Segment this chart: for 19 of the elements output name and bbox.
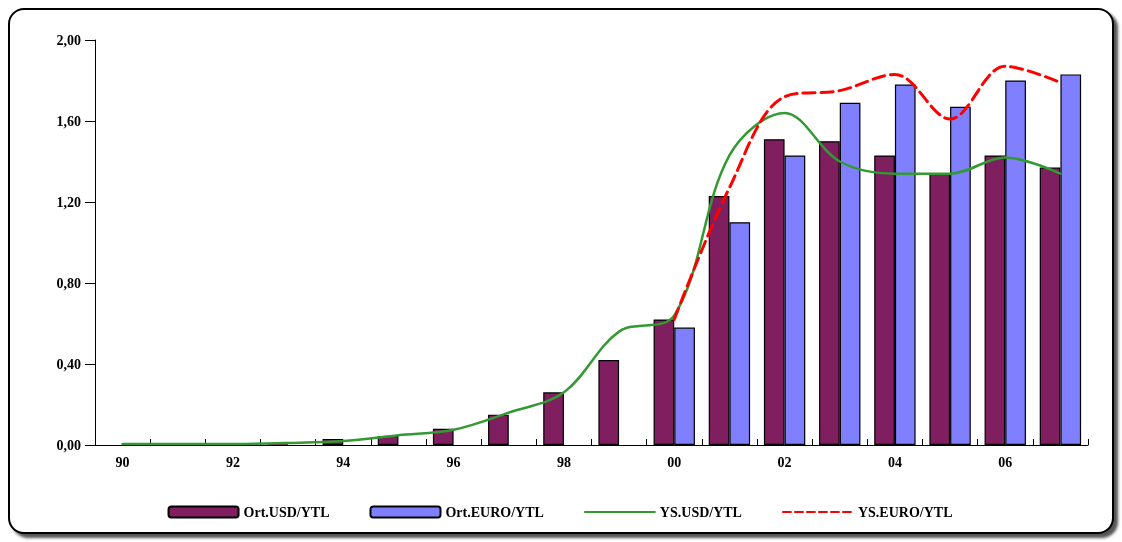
y-tick-label: 2,00	[56, 32, 81, 48]
legend-label: YS.EURO/YTL	[857, 504, 953, 520]
x-tick-label: 06	[998, 454, 1013, 470]
y-tick-label: 0,40	[56, 356, 81, 372]
legend-label: Ort.EURO/YTL	[445, 504, 544, 520]
y-tick-label: 1,20	[56, 194, 81, 210]
x-tick-label: 92	[225, 454, 240, 470]
x-tick-label: 98	[556, 454, 571, 470]
y-tick-label: 1,60	[56, 113, 81, 129]
x-tick-label: 94	[336, 454, 351, 470]
x-tick-label: 04	[887, 454, 902, 470]
y-tick-label: 0,00	[56, 437, 81, 453]
x-tick-label: 02	[777, 454, 792, 470]
x-tick-label: 90	[115, 454, 130, 470]
x-tick-label: 00	[667, 454, 682, 470]
y-tick-label: 0,80	[56, 275, 81, 291]
x-tick-label: 96	[446, 454, 461, 470]
legend-label: Ort.USD/YTL	[243, 504, 330, 520]
legend-label: YS.USD/YTL	[659, 504, 742, 520]
